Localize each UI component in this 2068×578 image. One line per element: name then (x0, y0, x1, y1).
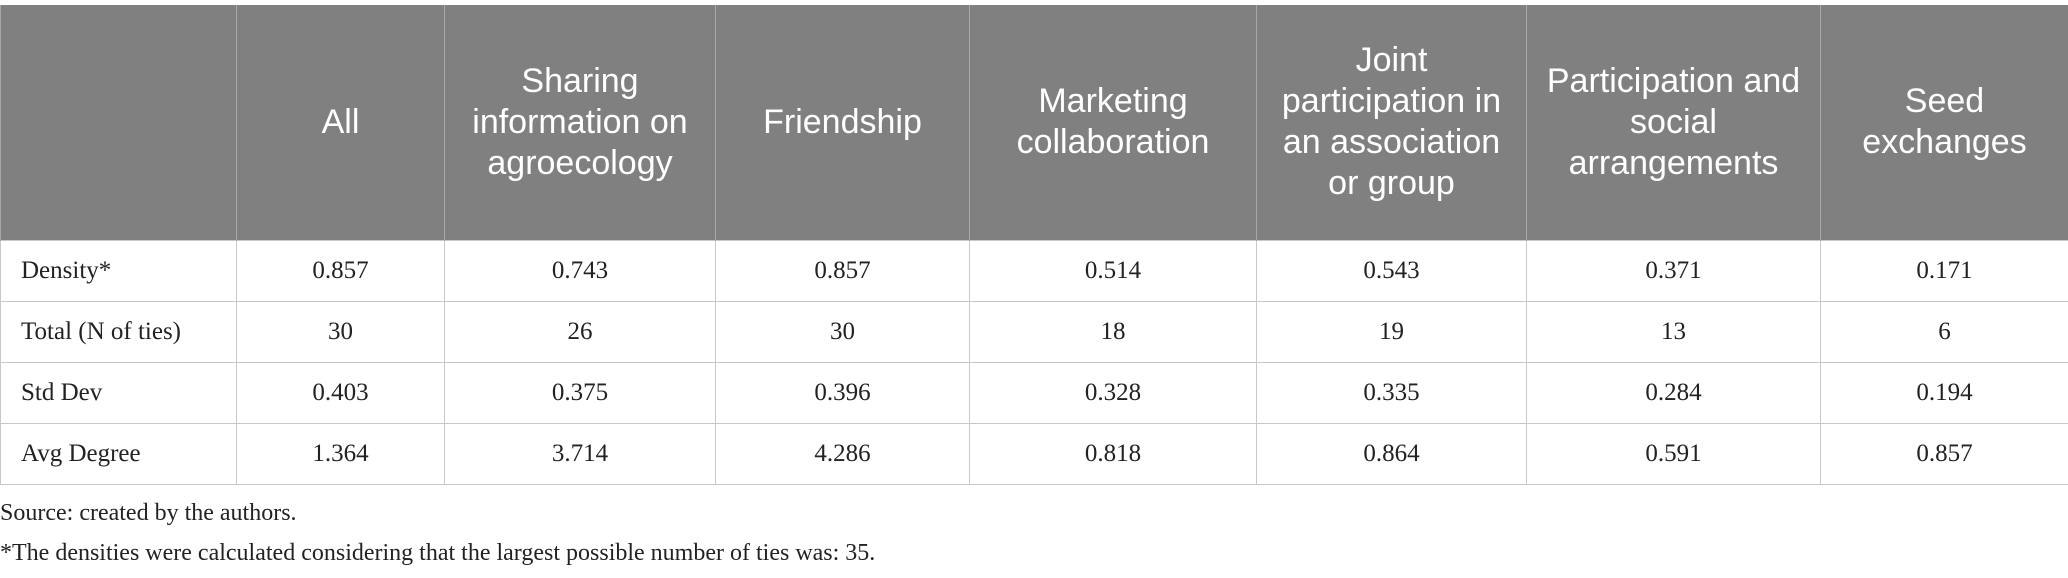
column-header: Sharing information on agroecology (444, 5, 716, 240)
source-note: Source: created by the authors. (0, 500, 297, 526)
cell: 0.857 (1820, 422, 2068, 485)
cell: 0.864 (1256, 422, 1527, 485)
cell: 30 (715, 300, 970, 363)
cell: 0.743 (444, 239, 716, 302)
column-header: Friendship (715, 5, 970, 240)
cell: 0.514 (969, 239, 1257, 302)
table-body: Density* 0.857 0.743 0.857 0.514 0.543 0.371 0.… (0, 239, 2068, 485)
cell: 30 (236, 300, 445, 363)
cell: 3.714 (444, 422, 716, 485)
cell: 0.857 (236, 239, 445, 302)
cell: 0.403 (236, 361, 445, 424)
cell: 1.364 (236, 422, 445, 485)
cell: 0.375 (444, 361, 716, 424)
table-row: Total (N of ties) 30 26 30 18 19 13 6 (0, 300, 2068, 363)
cell: 0.284 (1526, 361, 1821, 424)
cell: 0.591 (1526, 422, 1821, 485)
column-header: All (236, 5, 445, 240)
cell: 0.371 (1526, 239, 1821, 302)
header-corner (0, 5, 237, 240)
cell: 0.818 (969, 422, 1257, 485)
cell: 4.286 (715, 422, 970, 485)
row-label: Std Dev (0, 361, 237, 424)
table-row: Std Dev 0.403 0.375 0.396 0.328 0.335 0.284 0.1… (0, 361, 2068, 424)
column-header: Participation and social arrangements (1526, 5, 1821, 240)
cell: 18 (969, 300, 1257, 363)
cell: 0.335 (1256, 361, 1527, 424)
cell: 0.328 (969, 361, 1257, 424)
cell: 0.543 (1256, 239, 1527, 302)
cell: 26 (444, 300, 716, 363)
cell: 13 (1526, 300, 1821, 363)
cell: 6 (1820, 300, 2068, 363)
table-row: Avg Degree 1.364 3.714 4.286 0.818 0.864 0.591… (0, 422, 2068, 485)
cell: 0.857 (715, 239, 970, 302)
column-header: Joint participation in an association or… (1256, 5, 1527, 240)
cell: 0.396 (715, 361, 970, 424)
footnote: *The densities were calculated consideri… (0, 540, 876, 566)
row-label: Avg Degree (0, 422, 237, 485)
cell: 0.171 (1820, 239, 2068, 302)
table-row: Density* 0.857 0.743 0.857 0.514 0.543 0.371 0.… (0, 239, 2068, 302)
row-label: Density* (0, 239, 237, 302)
column-header: Seed exchanges (1820, 5, 2068, 240)
cell: 19 (1256, 300, 1527, 363)
row-label: Total (N of ties) (0, 300, 237, 363)
cell: 0.194 (1820, 361, 2068, 424)
data-table: All Sharing information on agroecology Fri… (0, 5, 2068, 485)
header-row: All Sharing information on agroecology Fri… (0, 5, 2068, 240)
column-header: Marketing collaboration (969, 5, 1257, 240)
